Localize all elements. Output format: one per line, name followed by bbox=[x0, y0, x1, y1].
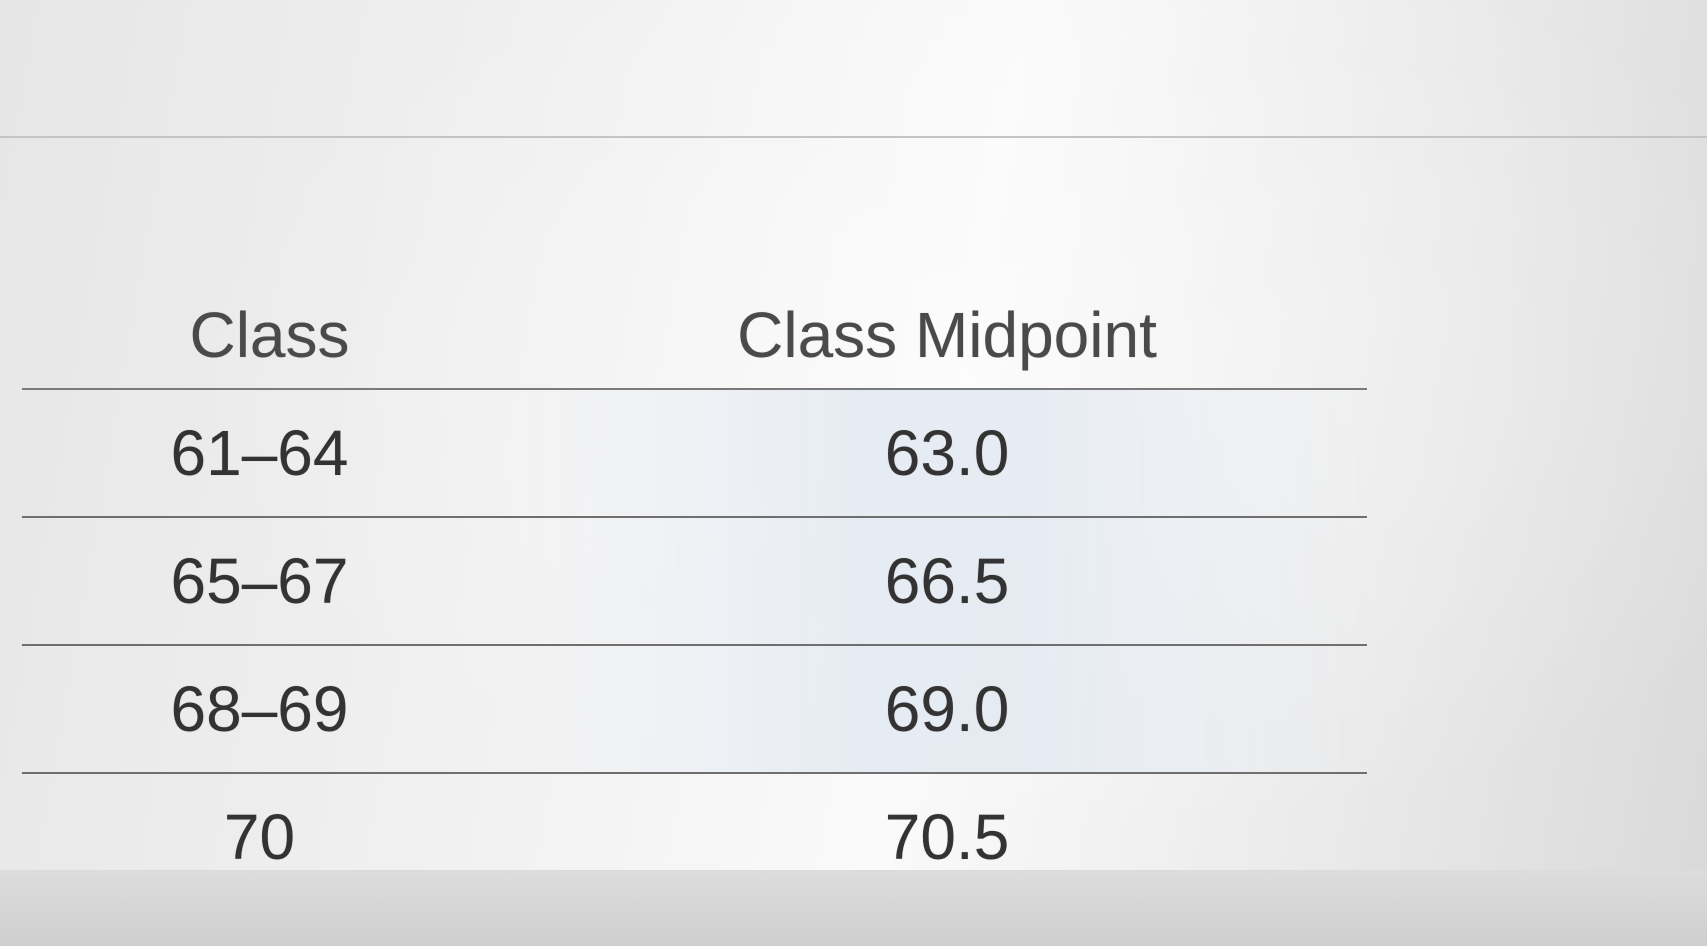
class-cell: 65–67 bbox=[22, 517, 527, 646]
midpoint-cell: 70.5 bbox=[884, 801, 1010, 873]
midpoint-cell: 66.5 bbox=[527, 517, 1367, 646]
table-row: 61–64 63.0 bbox=[22, 389, 1367, 518]
class-midpoint-table: Class Class Midpoint 61–64 63.0 65–67 66… bbox=[22, 282, 1367, 900]
table-row: 70 70.5 bbox=[22, 773, 1367, 900]
midpoint-cell: 63.0 bbox=[527, 389, 1367, 518]
midpoint-cell: 69.0 bbox=[527, 645, 1367, 774]
bottom-edge-band bbox=[0, 870, 1707, 946]
section-divider bbox=[0, 136, 1707, 138]
column-header-class-midpoint: Class Midpoint bbox=[527, 282, 1367, 390]
class-cell: 61–64 bbox=[22, 389, 527, 518]
column-header-class: Class bbox=[22, 282, 527, 390]
table-header-row: Class Class Midpoint bbox=[22, 282, 1367, 390]
class-cell: 68–69 bbox=[22, 645, 527, 774]
class-cell: 70 bbox=[223, 801, 296, 873]
table-row: 65–67 66.5 bbox=[22, 517, 1367, 646]
table-row: 68–69 69.0 bbox=[22, 645, 1367, 774]
